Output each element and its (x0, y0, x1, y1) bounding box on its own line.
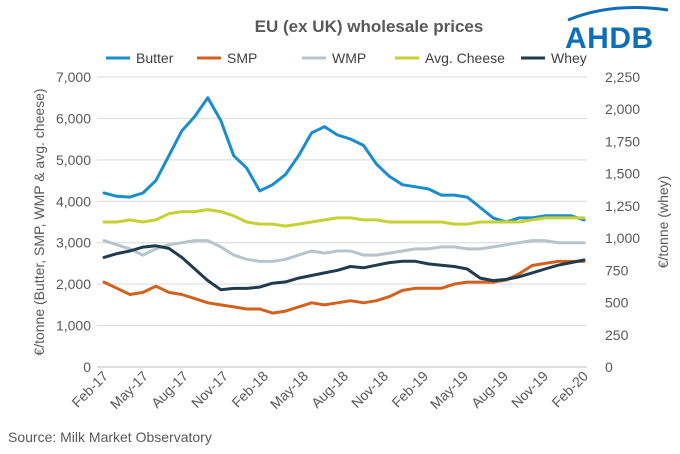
legend-label: Whey (551, 50, 587, 66)
legend: Butter SMP WMP Avg. Cheese Whey (106, 50, 587, 66)
ahdb-logo: AHDB (565, 6, 669, 55)
source-note: Source: Milk Market Observatory (8, 429, 212, 445)
x-tick-label: Aug-18 (308, 368, 351, 411)
y2-tick-label: 0 (605, 359, 613, 375)
x-tick-label: May-17 (107, 368, 151, 412)
x-tick-label: Nov-17 (188, 368, 231, 411)
y2-axis-title: €/tonne (whey) (655, 176, 671, 269)
x-tick-label: May-19 (427, 368, 471, 412)
y2-tick-label: 750 (605, 262, 629, 278)
legend-label: WMP (332, 50, 366, 66)
x-tick-label: Aug-17 (148, 368, 191, 411)
y-tick-label: 3,000 (56, 235, 91, 251)
y-tick-label: 7,000 (56, 69, 91, 85)
x-tick-label: Feb-18 (228, 368, 271, 411)
x-axis: Feb-17May-17Aug-17Nov-17Feb-18May-18Aug-… (68, 366, 591, 412)
y-axis-title: €/tonne (Butter, SMP, WMP & avg. cheese) (31, 88, 47, 355)
legend-item: Butter (106, 50, 174, 66)
y2-tick-label: 1,000 (605, 230, 640, 246)
x-tick-label: Nov-19 (508, 368, 551, 411)
y-tick-label: 0 (83, 359, 91, 375)
y2-tick-label: 250 (605, 327, 629, 343)
y2-tick-label: 2,000 (605, 101, 640, 117)
y-tick-label: 1,000 (56, 318, 91, 334)
logo-text: AHDB (565, 22, 654, 55)
y-tick-label: 4,000 (56, 193, 91, 209)
x-tick-label: Nov-18 (348, 368, 391, 411)
y2-tick-label: 1,250 (605, 198, 640, 214)
x-tick-label: Feb-20 (548, 368, 591, 411)
logo-swoosh-icon (567, 6, 669, 22)
y-axis-left: 0 1,000 2,000 3,000 4,000 5,000 6,000 7,000 (56, 69, 91, 375)
legend-item: Whey (521, 50, 587, 66)
legend-item: Avg. Cheese (395, 50, 505, 66)
legend-label: Avg. Cheese (425, 50, 505, 66)
series-line-wmp (102, 239, 586, 263)
y-tick-label: 5,000 (56, 152, 91, 168)
legend-item: SMP (197, 50, 257, 66)
y2-tick-label: 1,750 (605, 133, 640, 149)
chart-title: EU (ex UK) wholesale prices (255, 17, 484, 36)
y-tick-label: 6,000 (56, 110, 91, 126)
y2-tick-label: 1,500 (605, 166, 640, 182)
y2-tick-label: 2,250 (605, 69, 640, 85)
legend-label: Butter (136, 50, 174, 66)
legend-item: WMP (302, 50, 366, 66)
x-tick-label: Aug-19 (468, 368, 511, 411)
y-tick-label: 2,000 (56, 276, 91, 292)
y-axis-right: 0 250 500 750 1,000 1,250 1,500 1,750 2,000 2,250 (605, 69, 640, 375)
x-tick-label: May-18 (267, 368, 311, 412)
series-lines (102, 96, 586, 315)
y2-tick-label: 500 (605, 295, 629, 311)
series-line-whey (102, 244, 586, 292)
legend-label: SMP (227, 50, 257, 66)
series-line-avg-cheese (102, 208, 586, 228)
x-tick-label: Feb-19 (388, 368, 431, 411)
